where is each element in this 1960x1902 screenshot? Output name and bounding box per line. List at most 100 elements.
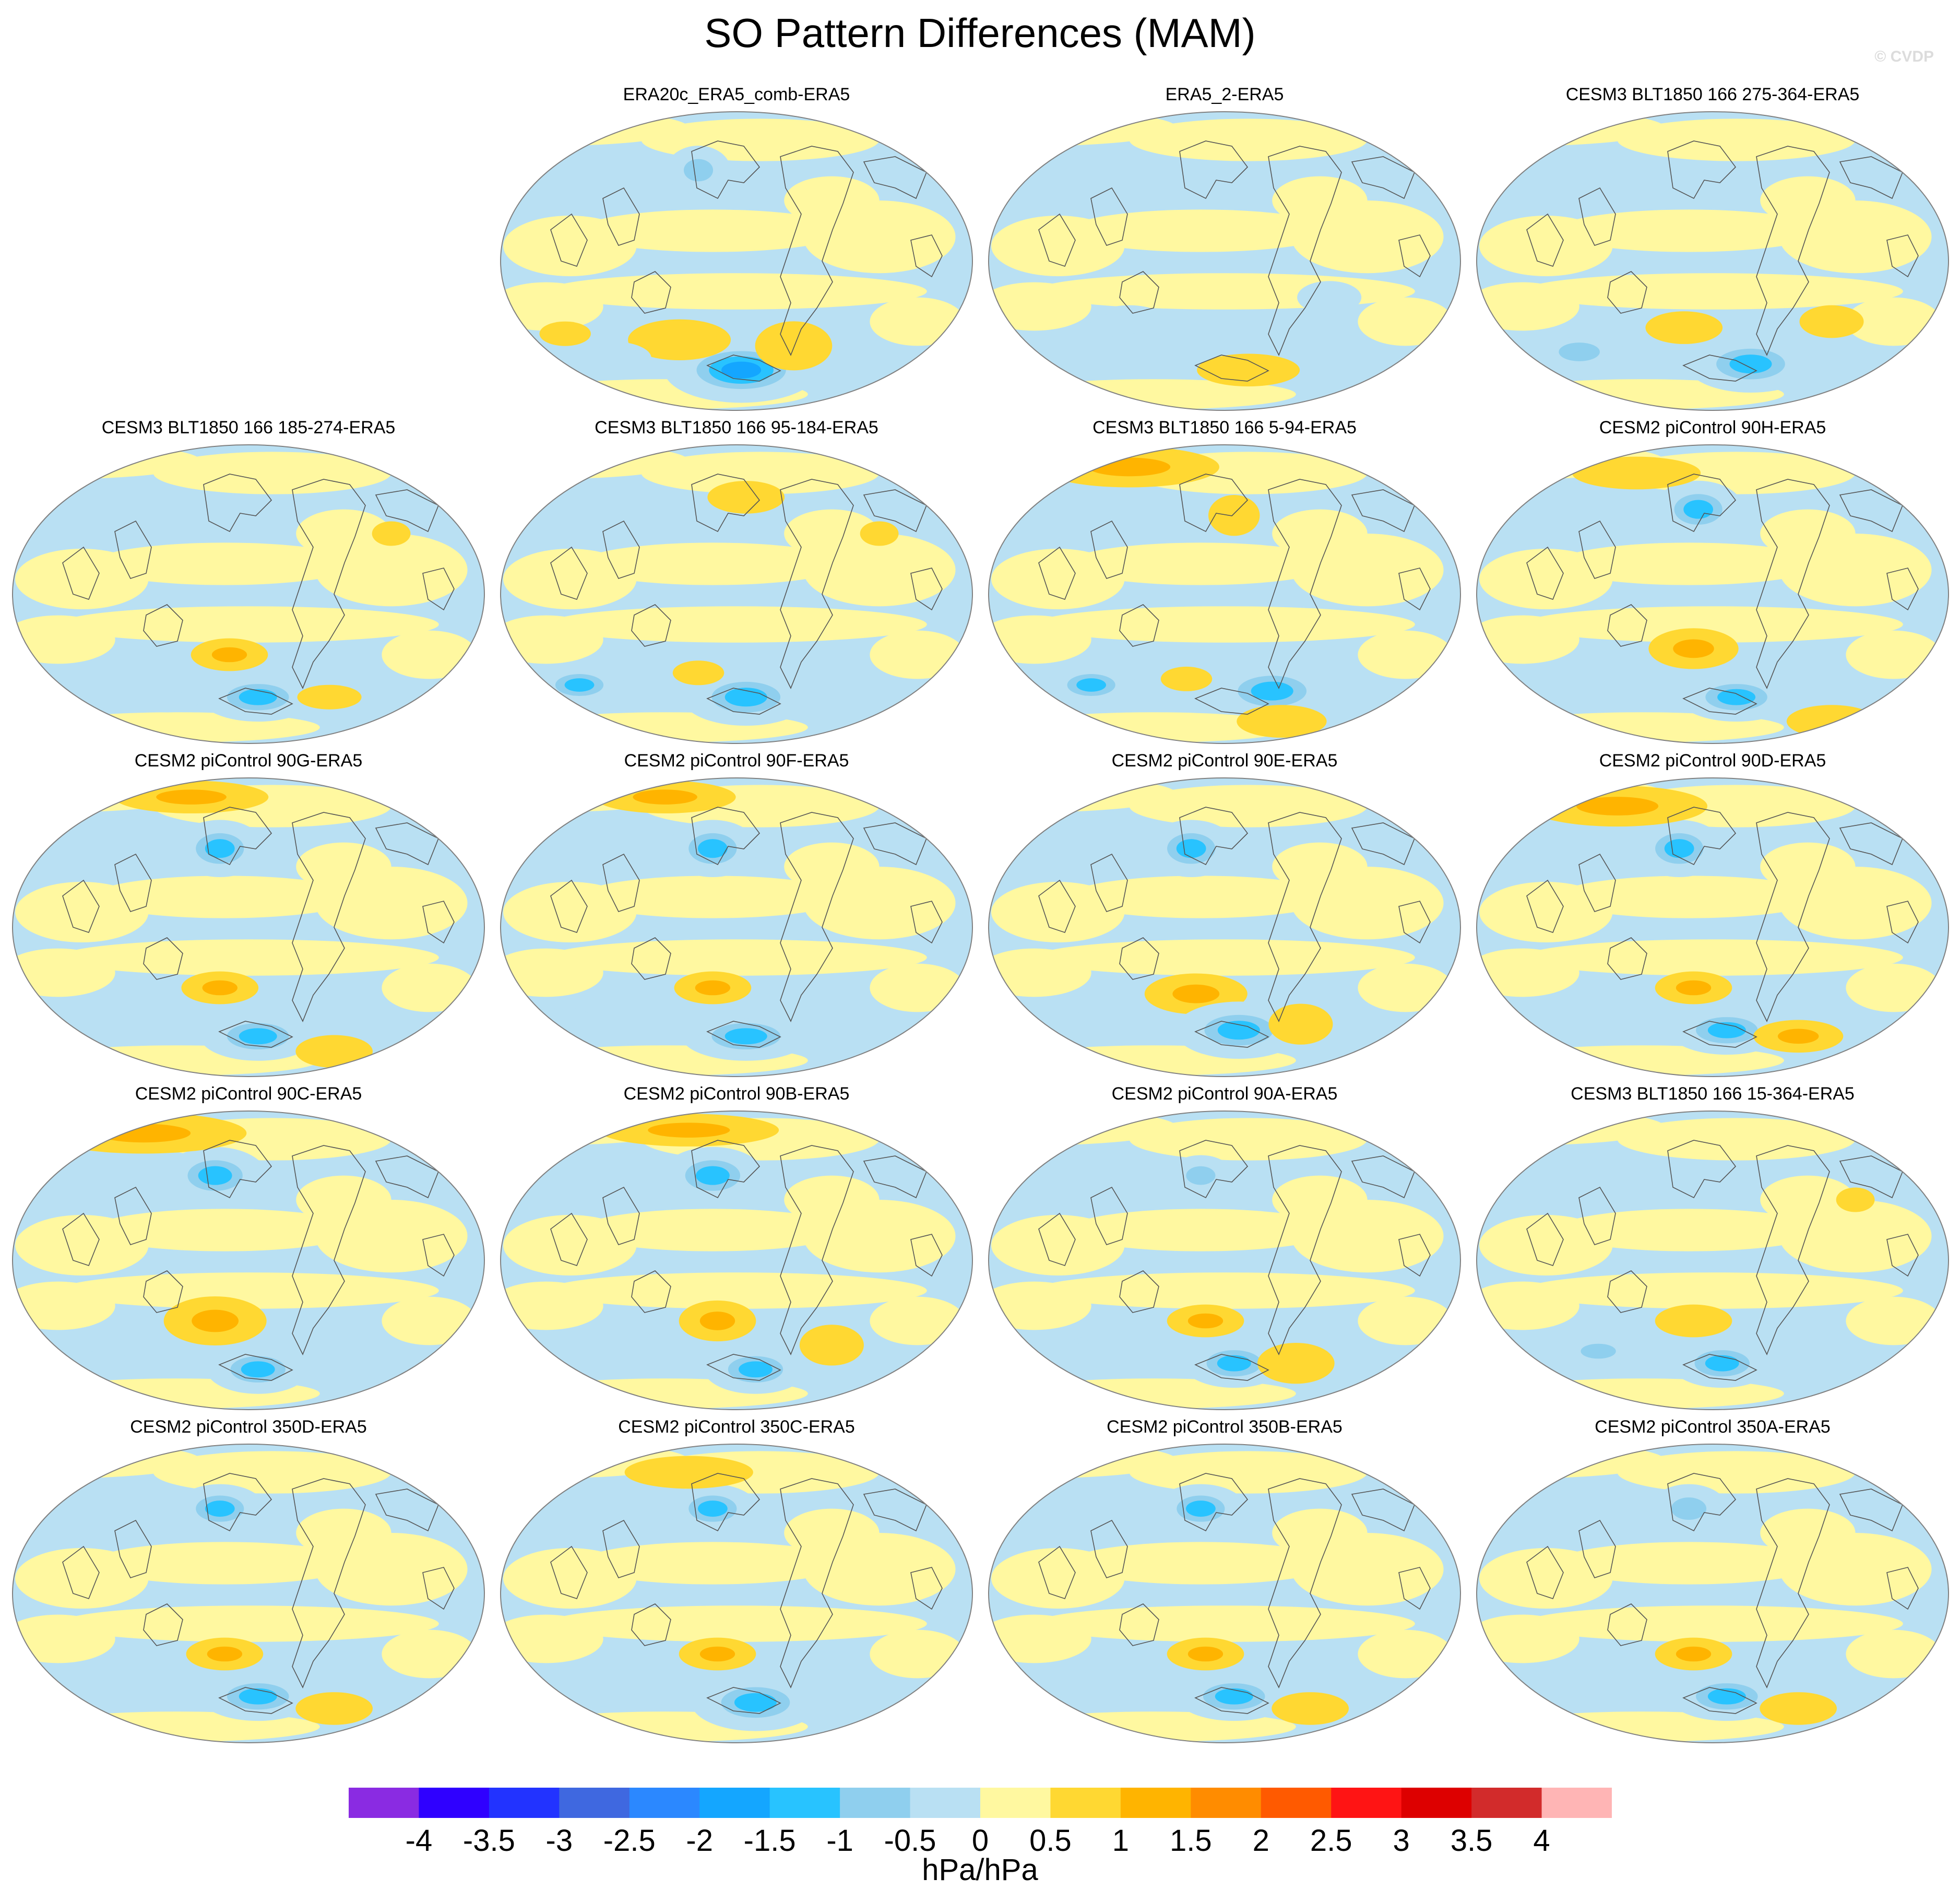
colorbar-swatch (1541, 1788, 1612, 1818)
map-panel: CESM2 piControl 350A-ERA5 (1475, 1417, 1951, 1751)
anomaly-contour (699, 1646, 735, 1662)
anomaly-contour (241, 1361, 275, 1378)
coastline (422, 1567, 455, 1610)
coastline (863, 156, 928, 199)
coastline (203, 1473, 272, 1532)
colorbar-swatch (1120, 1788, 1191, 1818)
coastline (1194, 355, 1269, 382)
coastline (1667, 1473, 1737, 1532)
colorbar-swatch (769, 1788, 840, 1818)
robinson-map (500, 111, 973, 411)
anomaly-contour (1707, 1022, 1746, 1038)
robinson-map (1476, 444, 1949, 744)
map-outline (988, 1111, 1461, 1410)
coastline (1682, 1354, 1757, 1381)
coastline (631, 271, 671, 314)
robinson-map (500, 777, 973, 1077)
colorbar-swatch (980, 1788, 1051, 1818)
colorbar-tick-label: -0.5 (884, 1824, 936, 1858)
coastline (631, 937, 671, 980)
anomaly-contour (1676, 980, 1712, 996)
coastline (1194, 1021, 1269, 1048)
anomaly-contour (1248, 709, 1315, 734)
map-panel: CESM2 piControl 90H-ERA5 (1475, 418, 1951, 752)
anomaly-contour (72, 1351, 120, 1376)
coastline (1268, 1145, 1342, 1355)
panel-title: CESM3 BLT1850 166 185-274-ERA5 (101, 418, 396, 438)
coastline (218, 1687, 293, 1714)
anomaly-contour (156, 789, 227, 805)
coastline (550, 879, 588, 933)
robinson-map (988, 111, 1461, 411)
map-outline (1476, 1111, 1949, 1410)
map-panel: CESM3 BLT1850 166 95-184-ERA5 (498, 418, 975, 752)
panel-title: CESM2 piControl 350B-ERA5 (1107, 1417, 1343, 1437)
anomaly-contour (1186, 1501, 1216, 1517)
panel-title: CESM3 BLT1850 166 95-184-ERA5 (595, 418, 878, 438)
coastline (1351, 489, 1416, 533)
coastline (1886, 1234, 1919, 1277)
coastline (1682, 355, 1757, 382)
page-title: SO Pattern Differences (MAM) (704, 10, 1256, 56)
colorbar-tick-label: -1.5 (743, 1824, 796, 1858)
coastline (1667, 1140, 1737, 1199)
coastline (114, 853, 152, 912)
coastline (631, 604, 671, 647)
colorbar-tick-label: 2 (1252, 1824, 1269, 1858)
colorbar-swatch (910, 1788, 981, 1818)
map-outline (500, 1111, 973, 1410)
robinson-map (1476, 777, 1949, 1077)
robinson-map (988, 777, 1461, 1077)
coastline (1886, 901, 1919, 944)
coastline (1756, 479, 1830, 689)
coastline (1194, 1687, 1269, 1714)
anomaly-contour (1076, 678, 1107, 692)
colorbar-tick-label: 0 (971, 1824, 989, 1858)
anomaly-contour (1217, 1355, 1251, 1372)
panel-title: CESM3 BLT1850 166 15-364-ERA5 (1571, 1084, 1855, 1104)
colorbar-tick-label: -2 (686, 1824, 714, 1858)
anomaly-contour (698, 1501, 728, 1517)
coastline (1179, 140, 1249, 199)
anomaly-contour (1769, 1696, 1827, 1721)
panel-title: CESM2 piControl 90B-ERA5 (623, 1084, 850, 1104)
map-outline (12, 777, 485, 1077)
coastline (1607, 937, 1647, 980)
anomaly-contour (211, 647, 247, 663)
coastline (143, 1270, 183, 1313)
coastline (1839, 489, 1904, 533)
coastline (203, 807, 272, 866)
panel-title: CESM2 piControl 90C-ERA5 (135, 1084, 362, 1104)
coastline (1667, 140, 1737, 199)
coastline (292, 479, 366, 689)
coastline (1398, 1567, 1431, 1610)
coastline (1682, 1021, 1757, 1048)
anomaly-contour (695, 1166, 730, 1185)
colorbar-tick-label: 1 (1112, 1824, 1130, 1858)
coastline (375, 822, 439, 866)
anomaly-contour (1707, 1688, 1746, 1705)
colorbar-tick-label: -3.5 (462, 1824, 515, 1858)
anomaly-contour (1217, 1021, 1260, 1040)
anomaly-contour (1062, 1672, 1120, 1697)
coastline (863, 489, 928, 533)
coastline (780, 812, 854, 1022)
anomaly-contour (1665, 1308, 1723, 1333)
colorbar-swatch (559, 1788, 630, 1818)
anomaly-contour (1841, 1190, 1870, 1209)
map-panel: ERA5_2-ERA5 (987, 85, 1463, 419)
coastline (1268, 812, 1342, 1022)
coastline (1119, 1603, 1159, 1646)
anomaly-contour (1655, 315, 1713, 340)
map-outline (12, 1111, 485, 1410)
map-outline (1476, 1444, 1949, 1743)
panel-title: CESM2 piControl 350A-ERA5 (1595, 1417, 1831, 1437)
coastline (218, 688, 293, 715)
anomaly-contour (633, 789, 697, 805)
coastline (1268, 479, 1342, 689)
colorbar-tick-label: -3 (545, 1824, 573, 1858)
coastline (691, 474, 761, 533)
colorbar-units-label: hPa/hPa (922, 1853, 1038, 1887)
map-panel: CESM2 piControl 90A-ERA5 (987, 1084, 1463, 1418)
anomaly-contour (1215, 1688, 1253, 1705)
